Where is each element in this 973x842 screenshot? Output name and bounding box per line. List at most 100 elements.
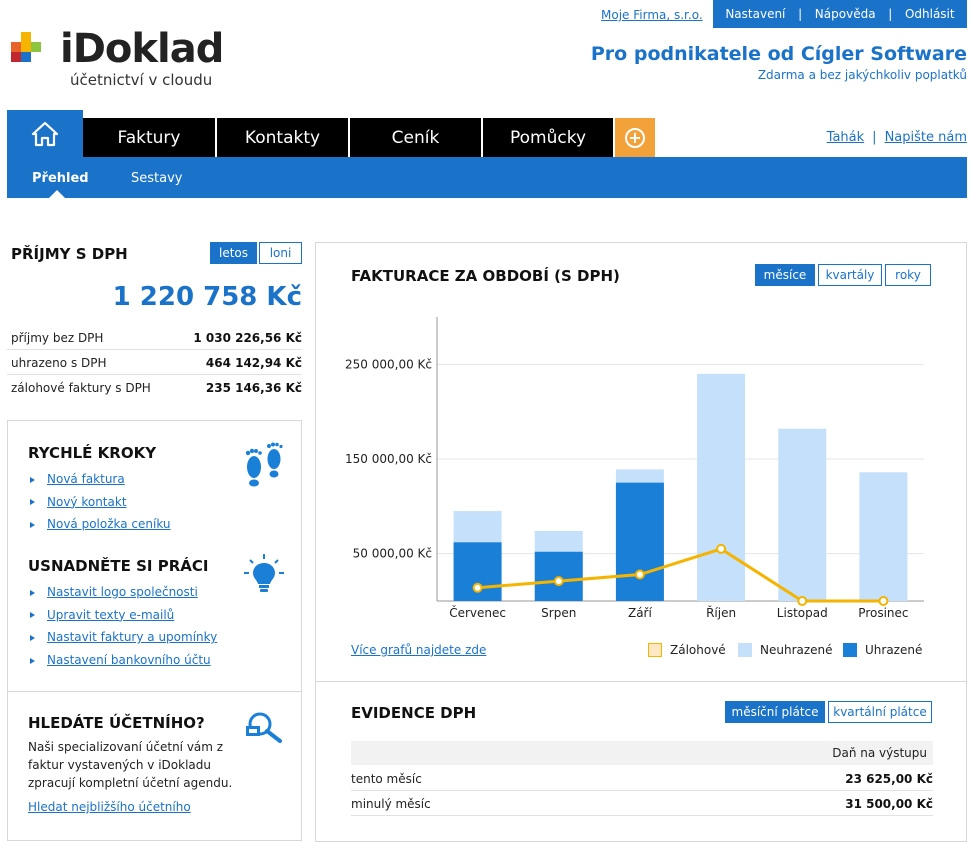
link-separator: | <box>872 130 877 145</box>
set-logo-link[interactable]: Nastavit logo společnosti <box>47 585 198 599</box>
legend-label: Zálohové <box>670 643 726 657</box>
invoicing-chart: 50 000,00 Kč 150 000,00 Kč 250 000,00 Kč Če… <box>345 317 924 620</box>
row-value: 23 625,00 Kč <box>845 772 933 786</box>
last-year-button[interactable]: loni <box>259 242 302 264</box>
find-accountant-link[interactable]: Hledat nejbližšího účetního <box>28 800 191 814</box>
this-year-button[interactable]: letos <box>210 242 257 264</box>
list-item[interactable]: Nastavení bankovního účtu <box>30 653 217 676</box>
new-invoice-link[interactable]: Nová faktura <box>47 472 125 486</box>
months-button[interactable]: měsíce <box>755 264 815 286</box>
cheatsheet-link[interactable]: Tahák <box>826 130 865 145</box>
legend-swatch <box>843 643 857 657</box>
main-nav: Faktury Kontakty Ceník Pomůcky + Tahák | N… <box>7 110 967 198</box>
list-item[interactable]: Nová faktura <box>30 472 171 495</box>
legend-swatch <box>648 643 662 657</box>
point-deposit <box>878 596 889 606</box>
legend-unpaid: Neuhrazené <box>738 643 833 657</box>
home-icon <box>31 121 59 146</box>
y-tick-label: 150 000,00 Kč <box>345 452 432 466</box>
bullet-icon <box>30 634 35 641</box>
tab-home[interactable] <box>7 110 83 157</box>
x-tick-label: Srpen <box>541 606 576 620</box>
new-contact-link[interactable]: Nový kontakt <box>47 494 127 509</box>
bullet-icon <box>30 499 35 506</box>
list-item[interactable]: Nová položka ceníku <box>30 517 171 540</box>
logout-link[interactable]: Odhlásit <box>904 7 955 21</box>
contact-us-link[interactable]: Napište nám <box>884 130 967 145</box>
monthly-payer-button[interactable]: měsíční plátce <box>725 701 825 723</box>
firm-link[interactable]: Moje Firma, s.r.o. <box>601 8 703 22</box>
bank-account-link[interactable]: Nastavení bankovního účtu <box>47 653 211 668</box>
revenue-row: uhrazeno s DPH 464 142,94 Kč <box>7 351 302 375</box>
point-deposit <box>472 582 483 593</box>
tab-pricelist[interactable]: Ceník <box>350 118 481 157</box>
invoice-settings-link[interactable]: Nastavit faktury a upomínky <box>47 630 218 645</box>
row-label: zálohové faktury s DPH <box>11 381 151 395</box>
settings-link[interactable]: Nastavení <box>725 7 786 21</box>
simplify-links: Nastavit logo společnosti Upravit texty … <box>30 585 217 676</box>
legend-paid: Uhrazené <box>843 643 922 657</box>
subtab-reports[interactable]: Sestavy <box>131 171 183 186</box>
legend-label: Neuhrazené <box>760 643 833 657</box>
row-value: 235 146,36 Kč <box>205 381 302 395</box>
help-link[interactable]: Nápověda <box>814 7 876 21</box>
tab-invoices[interactable]: Faktury <box>83 118 215 157</box>
bar-unpaid <box>778 428 827 601</box>
x-tick-label: Září <box>628 606 653 620</box>
bullet-icon <box>30 521 35 528</box>
bullet-icon <box>30 476 35 483</box>
bullet-icon <box>30 612 35 619</box>
quarterly-payer-button[interactable]: kvartální plátce <box>828 701 932 723</box>
promo-title: Pro podnikatele od Cígler Software <box>590 43 967 65</box>
plus-icon: + <box>625 127 645 148</box>
row-label: tento měsíc <box>351 772 422 786</box>
add-button[interactable]: + <box>615 118 655 157</box>
vat-table-header: Daň na výstupu <box>351 741 933 765</box>
logo[interactable]: iDoklad účetnictví v cloudu <box>11 26 224 90</box>
tab-tools[interactable]: Pomůcky <box>483 118 613 157</box>
nav-separator: | <box>888 7 893 21</box>
list-item[interactable]: Nastavit logo společnosti <box>30 585 217 608</box>
years-button[interactable]: roky <box>885 264 931 286</box>
more-charts-link[interactable]: Více grafů najdete zde <box>351 643 487 657</box>
list-item[interactable]: Nastavit faktury a upomínky <box>30 630 217 653</box>
table-row: minulý měsíc 31 500,00 Kč <box>351 791 933 816</box>
line-deposit <box>477 547 884 603</box>
bar-paid <box>615 482 664 601</box>
quick-steps-title: RYCHLÉ KROKY <box>28 444 157 462</box>
row-value: 464 142,94 Kč <box>205 356 302 370</box>
list-item[interactable]: Nový kontakt <box>30 495 171 518</box>
revenue-row: zálohové faktury s DPH 235 146,36 Kč <box>7 376 302 400</box>
accountant-text: Naši specializovaní účetní vám z faktur … <box>28 740 233 790</box>
list-item[interactable]: Upravit texty e-mailů <box>30 608 217 631</box>
revenue-total: 1 220 758 Kč <box>112 282 302 312</box>
new-pricelist-item-link[interactable]: Nová položka ceníku <box>47 517 171 532</box>
accountant-panel: HLEDÁTE ÚČETNÍHO? Naši specializovaní úč… <box>7 691 302 841</box>
tab-contacts[interactable]: Kontakty <box>217 118 348 157</box>
magnifier-icon <box>246 712 282 743</box>
row-label: minulý měsíc <box>351 797 431 811</box>
edit-email-texts-link[interactable]: Upravit texty e-mailů <box>47 607 175 622</box>
legend-label: Uhrazené <box>865 643 923 657</box>
row-value: 1 030 226,56 Kč <box>193 331 302 345</box>
logo-text: iDoklad <box>60 26 224 72</box>
quick-steps-panel: RYCHLÉ KROKY Nová faktura Nový kontakt N… <box>7 420 302 692</box>
subtab-overview[interactable]: Přehled <box>32 171 89 186</box>
subnav-bar <box>7 157 967 198</box>
y-tick-label: 50 000,00 Kč <box>353 547 432 561</box>
invoicing-chart-panel: FAKTURACE ZA OBDOBÍ (S DPH) měsíce kvart… <box>315 242 967 682</box>
active-indicator <box>49 190 65 198</box>
point-deposit <box>553 576 564 587</box>
x-tick-label: Říjen <box>706 605 736 620</box>
point-deposit <box>797 596 808 606</box>
revenue-title: PŘÍJMY S DPH <box>11 245 128 263</box>
row-label: uhrazeno s DPH <box>11 356 107 370</box>
lightbulb-icon <box>244 554 284 592</box>
quarters-button[interactable]: kvartály <box>818 264 882 286</box>
x-tick-label: Červenec <box>449 605 506 620</box>
revenue-row: příjmy bez DPH 1 030 226,56 Kč <box>7 326 302 350</box>
accountant-title: HLEDÁTE ÚČETNÍHO? <box>28 714 205 732</box>
bullet-icon <box>30 589 35 596</box>
legend-deposit: Zálohové <box>648 643 726 657</box>
top-nav: Nastavení | Nápověda | Odhlásit <box>713 0 967 28</box>
